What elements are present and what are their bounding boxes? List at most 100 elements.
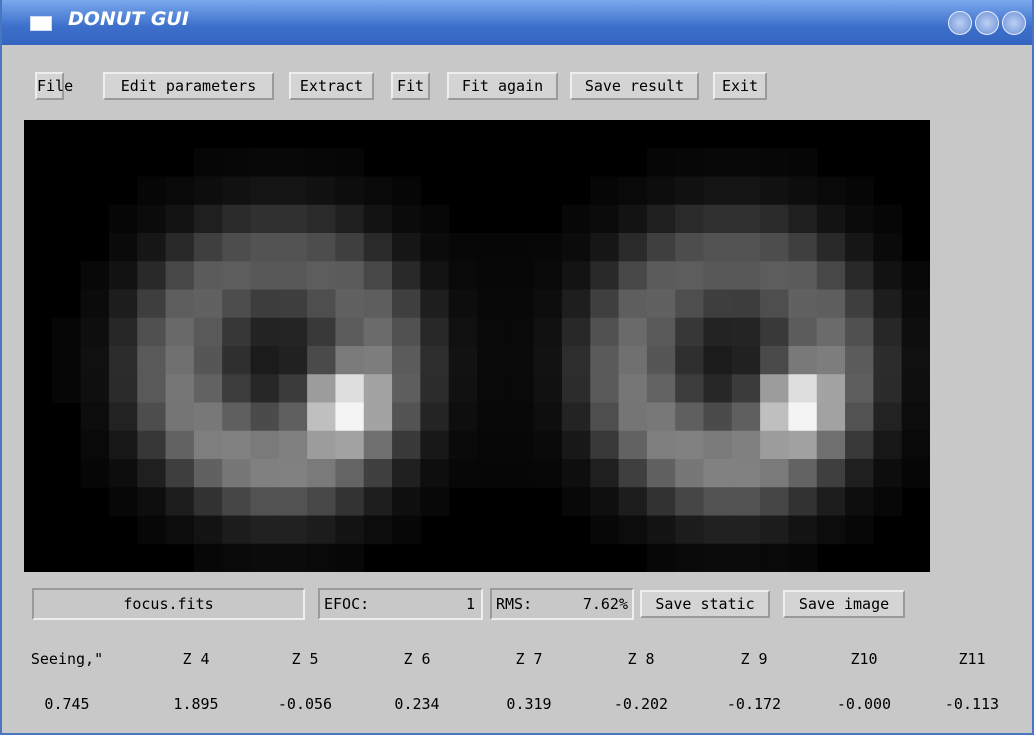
image-pixel bbox=[250, 430, 280, 460]
image-pixel bbox=[731, 204, 761, 234]
image-pixel bbox=[505, 289, 535, 319]
image-pixel bbox=[278, 374, 308, 403]
image-pixel bbox=[392, 515, 421, 545]
image-pixel bbox=[731, 148, 761, 177]
image-pixel bbox=[675, 459, 704, 488]
image-pixel bbox=[703, 261, 733, 290]
image-pixel bbox=[307, 459, 336, 488]
image-pixel bbox=[278, 317, 308, 347]
toolbar-button[interactable]: Exit bbox=[713, 72, 767, 100]
image-pixel bbox=[335, 402, 365, 432]
image-pixel bbox=[52, 317, 82, 347]
image-pixel bbox=[193, 261, 223, 290]
result-value: 0.745 bbox=[44, 695, 90, 713]
image-pixel bbox=[590, 204, 620, 234]
toolbar-button[interactable]: Fit bbox=[391, 72, 430, 100]
image-pixel bbox=[533, 430, 563, 460]
toolbar-button[interactable]: Fit again bbox=[447, 72, 558, 100]
toolbar-button[interactable]: File bbox=[35, 72, 73, 100]
image-pixel bbox=[335, 317, 365, 347]
image-pixel bbox=[250, 402, 280, 432]
image-pixel bbox=[392, 204, 421, 234]
image-pixel bbox=[165, 346, 195, 375]
image-pixel bbox=[335, 459, 365, 488]
image-pixel bbox=[675, 233, 704, 262]
image-pixel bbox=[703, 459, 733, 488]
close-button[interactable] bbox=[1002, 11, 1026, 35]
image-pixel bbox=[420, 402, 450, 432]
image-pixel bbox=[845, 515, 874, 545]
image-pixel bbox=[646, 543, 676, 572]
rms-label: RMS: bbox=[496, 595, 533, 613]
image-pixel bbox=[448, 289, 478, 319]
image-pixel bbox=[363, 233, 393, 262]
result-header: Z10 bbox=[850, 650, 878, 668]
image-pixel bbox=[646, 515, 676, 545]
image-pixel bbox=[222, 317, 251, 347]
image-pixel bbox=[816, 176, 846, 206]
image-pixel bbox=[703, 487, 733, 516]
efoc-field[interactable]: EFOC: 1 bbox=[318, 588, 483, 620]
image-pixel bbox=[816, 402, 846, 432]
image-pixel bbox=[731, 261, 761, 290]
toolbar-button[interactable]: Edit parameters bbox=[103, 72, 274, 100]
result-value: -0.000 bbox=[836, 695, 892, 713]
image-pixel bbox=[278, 148, 308, 177]
image-pixel bbox=[363, 430, 393, 460]
image-pixel bbox=[363, 261, 393, 290]
toolbar-button[interactable]: Extract bbox=[289, 72, 374, 100]
save-image-button[interactable]: Save image bbox=[783, 590, 905, 618]
image-pixel bbox=[675, 543, 704, 572]
result-value: -0.113 bbox=[944, 695, 1000, 713]
minimize-button[interactable] bbox=[948, 11, 972, 35]
image-pixel bbox=[788, 459, 818, 488]
image-pixel bbox=[618, 346, 648, 375]
image-pixel bbox=[816, 317, 846, 347]
image-pixel bbox=[731, 402, 761, 432]
image-pixel bbox=[165, 374, 195, 403]
image-pixel bbox=[646, 317, 676, 347]
image-pixel bbox=[788, 204, 818, 234]
image-pixel bbox=[363, 289, 393, 319]
image-pixel bbox=[703, 317, 733, 347]
image-pixel bbox=[505, 374, 535, 403]
image-pixel bbox=[392, 261, 421, 290]
image-pixel bbox=[646, 148, 676, 177]
image-pixel bbox=[873, 459, 903, 488]
toolbar-button[interactable]: Save result bbox=[570, 72, 699, 100]
image-pixel bbox=[448, 317, 478, 347]
image-pixel bbox=[363, 374, 393, 403]
image-pixel bbox=[193, 204, 223, 234]
image-pixel bbox=[816, 204, 846, 234]
image-pixel bbox=[250, 515, 280, 545]
image-pixel bbox=[618, 317, 648, 347]
image-pixel bbox=[222, 374, 251, 403]
image-pixel bbox=[307, 402, 336, 432]
image-pixel bbox=[590, 459, 620, 488]
image-pixel bbox=[420, 289, 450, 319]
image-pixel bbox=[80, 261, 110, 290]
image-pixel bbox=[816, 233, 846, 262]
image-pixel bbox=[760, 459, 789, 488]
image-pixel bbox=[590, 430, 620, 460]
image-pixel bbox=[873, 233, 903, 262]
image-pixel bbox=[420, 233, 450, 262]
image-pixel bbox=[505, 402, 535, 432]
maximize-button[interactable] bbox=[975, 11, 999, 35]
image-pixel bbox=[392, 487, 421, 516]
image-pixel bbox=[137, 430, 167, 460]
image-pixel bbox=[816, 374, 846, 403]
save-static-button[interactable]: Save static bbox=[640, 590, 770, 618]
title-bar: DONUT GUI bbox=[2, 0, 1032, 45]
image-pixel bbox=[278, 459, 308, 488]
image-pixel bbox=[646, 346, 676, 375]
image-pixel bbox=[731, 374, 761, 403]
image-pixel bbox=[392, 430, 421, 460]
image-pixel bbox=[392, 402, 421, 432]
image-pixel bbox=[646, 204, 676, 234]
image-pixel bbox=[675, 402, 704, 432]
image-pixel bbox=[278, 176, 308, 206]
image-pixel bbox=[137, 317, 167, 347]
image-pixel bbox=[250, 374, 280, 403]
image-pixel bbox=[675, 346, 704, 375]
